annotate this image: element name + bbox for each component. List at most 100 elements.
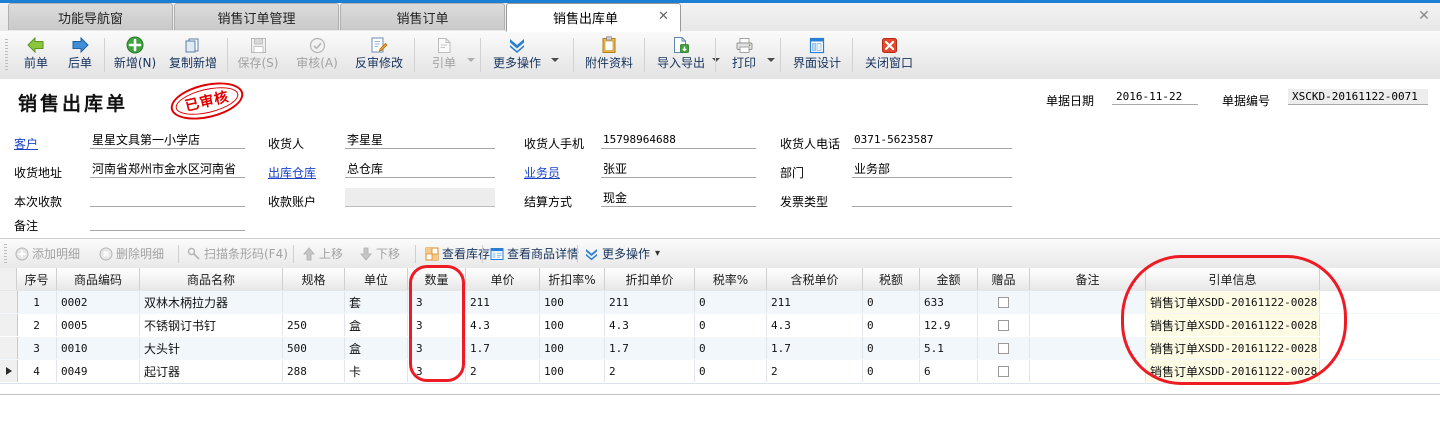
tab-sales-order[interactable]: 销售订单 bbox=[340, 3, 505, 30]
more-actions-chevron-down-icon[interactable] bbox=[550, 55, 559, 64]
cell-amount[interactable]: 5.1 bbox=[920, 337, 978, 359]
cell-discount-price[interactable]: 211 bbox=[605, 291, 695, 313]
cell-discount-rate[interactable]: 100 bbox=[540, 314, 605, 336]
settlement-input[interactable] bbox=[601, 188, 756, 207]
cell-remark[interactable] bbox=[1030, 360, 1146, 382]
cell-discount-rate[interactable]: 100 bbox=[540, 291, 605, 313]
window-close-icon[interactable]: ✕ bbox=[1418, 8, 1430, 24]
warehouse-input[interactable] bbox=[345, 159, 495, 178]
salesman-input[interactable] bbox=[601, 159, 756, 178]
tab-function-navigator[interactable]: 功能导航窗 bbox=[8, 3, 173, 30]
column-header-product-name[interactable]: 商品名称 bbox=[140, 268, 283, 290]
cell-unit-price[interactable]: 4.3 bbox=[466, 314, 540, 336]
cell-product-code[interactable]: 0002 bbox=[57, 291, 140, 313]
cell-source-info[interactable]: 销售订单 XSDD-20161122-0028 bbox=[1146, 314, 1320, 336]
cell-quantity[interactable]: 3 bbox=[408, 337, 466, 359]
cell-seq[interactable]: 4 bbox=[17, 360, 57, 382]
attachment-button[interactable]: 附件资料 bbox=[578, 34, 640, 76]
cell-product-name[interactable]: 不锈钢订书钉 bbox=[140, 314, 283, 336]
print-chevron-down-icon[interactable] bbox=[766, 55, 775, 64]
receipt-input[interactable] bbox=[90, 188, 245, 207]
close-icon[interactable]: ✕ bbox=[658, 9, 669, 24]
cell-unit[interactable]: 盒 bbox=[345, 337, 408, 359]
cell-product-code[interactable]: 0010 bbox=[57, 337, 140, 359]
view-inventory-button[interactable]: 查看库存 bbox=[424, 243, 490, 264]
gift-checkbox[interactable] bbox=[998, 319, 1009, 331]
cell-source-info[interactable]: 销售订单 XSDD-20161122-0028 bbox=[1146, 337, 1320, 359]
ui-design-button[interactable]: 界面设计 bbox=[786, 34, 848, 76]
row-indicator[interactable] bbox=[0, 337, 18, 359]
cell-unit-price[interactable]: 211 bbox=[466, 291, 540, 313]
cell-amount[interactable]: 6 bbox=[920, 360, 978, 382]
copy-new-button[interactable]: 复制新增 bbox=[162, 34, 224, 76]
consignee-mobile-input[interactable] bbox=[601, 130, 756, 149]
cell-tax-price[interactable]: 4.3 bbox=[767, 314, 863, 336]
import-export-button[interactable]: 导入导出 bbox=[650, 34, 712, 76]
cell-discount-price[interactable]: 1.7 bbox=[605, 337, 695, 359]
cell-remark[interactable] bbox=[1030, 314, 1146, 336]
cell-tax-rate[interactable]: 0 bbox=[695, 360, 767, 382]
doc-date-value[interactable]: 2016-11-22 bbox=[1112, 89, 1198, 105]
reference-doc-button[interactable]: 引单 bbox=[420, 34, 468, 76]
cell-spec[interactable]: 500 bbox=[283, 337, 345, 359]
toolbar-gripper[interactable] bbox=[5, 39, 8, 71]
prev-doc-button[interactable]: 前单 bbox=[14, 34, 58, 76]
cell-discount-price[interactable]: 2 bbox=[605, 360, 695, 382]
gift-checkbox[interactable] bbox=[998, 365, 1009, 377]
table-row[interactable]: 1 0002 双林木柄拉力器 套 3 211 100 211 0 211 0 6… bbox=[0, 291, 1440, 315]
chevron-down-icon[interactable]: ▾ bbox=[655, 248, 661, 259]
cell-source-info[interactable]: 销售订单 XSDD-20161122-0028 bbox=[1146, 291, 1320, 313]
column-header-discount-price[interactable]: 折扣单价 bbox=[605, 268, 695, 290]
cell-discount-price[interactable]: 4.3 bbox=[605, 314, 695, 336]
cell-seq[interactable]: 2 bbox=[17, 314, 57, 336]
row-indicator[interactable] bbox=[0, 291, 18, 313]
cell-tax-rate[interactable]: 0 bbox=[695, 337, 767, 359]
cell-tax-price[interactable]: 2 bbox=[767, 360, 863, 382]
cell-seq[interactable]: 3 bbox=[17, 337, 57, 359]
cell-discount-rate[interactable]: 100 bbox=[540, 337, 605, 359]
table-row[interactable]: 2 0005 不锈钢订书钉 250 盒 3 4.3 100 4.3 0 4.3 … bbox=[0, 314, 1440, 338]
close-window-button[interactable]: 关闭窗口 bbox=[858, 34, 920, 76]
import-export-chevron-down-icon[interactable] bbox=[711, 55, 720, 64]
view-product-detail-button[interactable]: 查看商品详情 bbox=[489, 243, 579, 264]
column-header-tax-rate[interactable]: 税率% bbox=[695, 268, 767, 290]
cell-spec[interactable] bbox=[283, 291, 345, 313]
cell-unit-price[interactable]: 2 bbox=[466, 360, 540, 382]
cell-gift[interactable] bbox=[978, 337, 1030, 359]
tab-sales-order-management[interactable]: 销售订单管理 bbox=[174, 3, 339, 30]
add-detail-button[interactable]: 添加明细 bbox=[14, 243, 80, 264]
column-header-source-info[interactable]: 引单信息 bbox=[1146, 268, 1320, 290]
cell-unit[interactable]: 盒 bbox=[345, 314, 408, 336]
column-header-amount[interactable]: 金额 bbox=[920, 268, 978, 290]
cell-source-info[interactable]: 销售订单 XSDD-20161122-0028 bbox=[1146, 360, 1320, 382]
cell-product-code[interactable]: 0005 bbox=[57, 314, 140, 336]
reference-doc-chevron-down-icon[interactable] bbox=[466, 55, 475, 64]
cell-quantity[interactable]: 3 bbox=[408, 314, 466, 336]
warehouse-label[interactable]: 出库仓库 bbox=[268, 166, 317, 180]
move-down-button[interactable]: 下移 bbox=[358, 243, 400, 264]
cell-unit[interactable]: 套 bbox=[345, 291, 408, 313]
more-actions-button[interactable]: 更多操作 bbox=[486, 34, 548, 76]
column-header-tax-price[interactable]: 含税单价 bbox=[767, 268, 863, 290]
column-header-unit-price[interactable]: 单价 bbox=[466, 268, 540, 290]
invoice-type-input[interactable] bbox=[852, 188, 1012, 207]
cell-tax-amount[interactable]: 0 bbox=[863, 291, 920, 313]
cell-quantity[interactable]: 3 bbox=[408, 291, 466, 313]
tab-sales-delivery-note[interactable]: 销售出库单 ✕ bbox=[506, 3, 681, 32]
department-input[interactable] bbox=[852, 159, 1012, 178]
delete-detail-button[interactable]: 删除明细 bbox=[98, 243, 164, 264]
next-doc-button[interactable]: 后单 bbox=[58, 34, 102, 76]
cell-tax-rate[interactable]: 0 bbox=[695, 291, 767, 313]
column-header-spec[interactable]: 规格 bbox=[283, 268, 345, 290]
cell-quantity[interactable]: 3 bbox=[408, 360, 466, 382]
column-header-seq[interactable]: 序号 bbox=[17, 268, 57, 290]
cell-amount[interactable]: 633 bbox=[920, 291, 978, 313]
approve-button[interactable]: 审核(A) bbox=[290, 34, 344, 76]
gift-checkbox[interactable] bbox=[998, 296, 1009, 308]
cell-remark[interactable] bbox=[1030, 291, 1146, 313]
table-row[interactable]: 4 0049 起订器 288 卡 3 2 100 2 0 2 0 6 销售订单 X… bbox=[0, 360, 1440, 384]
cell-tax-amount[interactable]: 0 bbox=[863, 360, 920, 382]
cell-tax-price[interactable]: 211 bbox=[767, 291, 863, 313]
address-input[interactable] bbox=[90, 159, 245, 178]
column-header-quantity[interactable]: 数量 bbox=[408, 268, 466, 290]
